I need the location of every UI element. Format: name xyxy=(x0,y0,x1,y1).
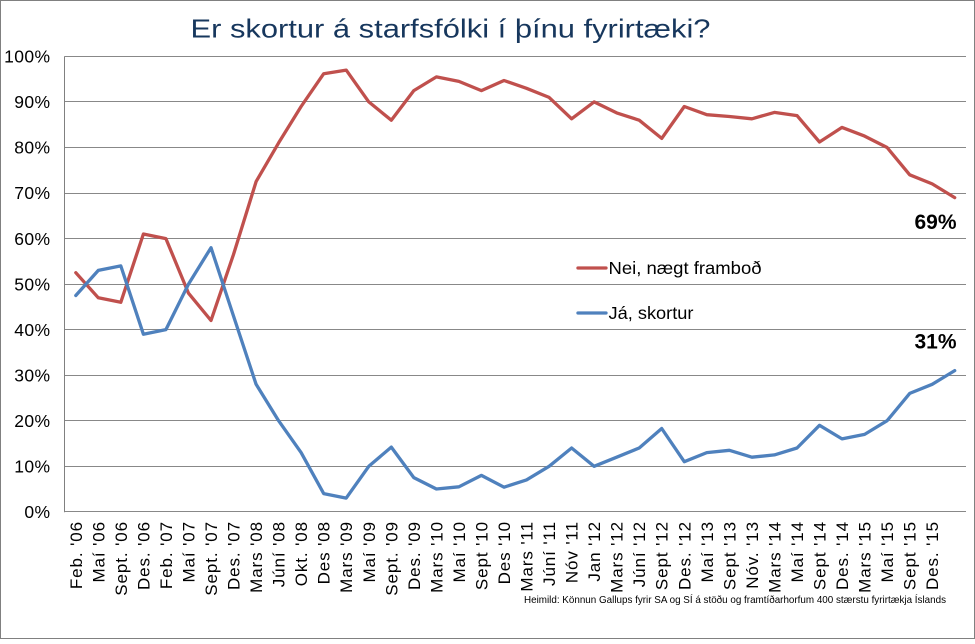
svg-text:Mars '14: Mars '14 xyxy=(765,521,784,593)
svg-text:Sept '14: Sept '14 xyxy=(811,521,830,590)
svg-text:Nóv. '13: Nóv. '13 xyxy=(743,521,762,589)
svg-text:Mars '08: Mars '08 xyxy=(247,521,266,593)
svg-text:Maí '10: Maí '10 xyxy=(450,521,469,583)
svg-text:Mars '09: Mars '09 xyxy=(337,521,356,593)
svg-text:Heimild: Könnun Gallups fyrir: Heimild: Könnun Gallups fyrir SA og SÍ á… xyxy=(524,593,946,606)
svg-text:Mars '12: Mars '12 xyxy=(608,521,627,593)
svg-text:Maí '09: Maí '09 xyxy=(360,521,379,583)
svg-text:Sept. '09: Sept. '09 xyxy=(382,521,401,596)
svg-text:Des. '06: Des. '06 xyxy=(134,521,153,590)
svg-text:40%: 40% xyxy=(14,320,50,340)
svg-text:Des. '09: Des. '09 xyxy=(405,521,424,590)
svg-text:Júní '11: Júní '11 xyxy=(540,521,559,586)
svg-text:Des. '15: Des. '15 xyxy=(923,521,942,590)
svg-text:Maí '13: Maí '13 xyxy=(698,521,717,583)
svg-text:Maí '06: Maí '06 xyxy=(89,521,108,583)
svg-text:Des '08: Des '08 xyxy=(315,521,334,584)
svg-text:10%: 10% xyxy=(14,457,50,477)
svg-text:70%: 70% xyxy=(14,183,50,203)
svg-text:Jan '12: Jan '12 xyxy=(585,521,604,582)
svg-text:80%: 80% xyxy=(14,138,50,158)
svg-text:50%: 50% xyxy=(14,274,50,294)
svg-text:0%: 0% xyxy=(24,502,50,522)
svg-text:Sept '13: Sept '13 xyxy=(720,521,739,590)
svg-text:Okt. '08: Okt. '08 xyxy=(292,521,311,586)
svg-text:Mars '11: Mars '11 xyxy=(518,521,537,592)
svg-text:Sept '15: Sept '15 xyxy=(901,521,920,590)
svg-text:Maí '07: Maí '07 xyxy=(180,521,199,583)
svg-text:Sept '10: Sept '10 xyxy=(472,521,491,590)
svg-text:Des. '07: Des. '07 xyxy=(225,521,244,590)
svg-text:Maí '15: Maí '15 xyxy=(878,521,897,583)
svg-text:Des. '12: Des. '12 xyxy=(675,521,694,590)
svg-text:20%: 20% xyxy=(14,411,50,431)
svg-text:30%: 30% xyxy=(14,365,50,385)
svg-text:Mars '10: Mars '10 xyxy=(427,521,446,593)
svg-text:Sept '12: Sept '12 xyxy=(653,521,672,590)
svg-text:Nóv '11: Nóv '11 xyxy=(563,521,582,583)
svg-text:Des '10: Des '10 xyxy=(495,521,514,584)
svg-text:31%: 31% xyxy=(914,330,956,353)
svg-text:Feb. '07: Feb. '07 xyxy=(157,521,176,589)
svg-text:Sept. '07: Sept. '07 xyxy=(202,521,221,596)
svg-text:Já, skortur: Já, skortur xyxy=(609,303,694,323)
svg-text:100%: 100% xyxy=(4,47,50,67)
svg-text:Júní '08: Júní '08 xyxy=(270,521,289,587)
svg-text:Des. '14: Des. '14 xyxy=(833,521,852,590)
svg-text:Mars '15: Mars '15 xyxy=(856,521,875,593)
svg-text:Júní '12: Júní '12 xyxy=(630,521,649,587)
svg-text:Nei, nægt framboð: Nei, nægt framboð xyxy=(609,258,762,278)
svg-text:Er skortur á starfsfólki í þín: Er skortur á starfsfólki í þínu fyrirtæk… xyxy=(191,14,711,44)
svg-text:Feb. '06: Feb. '06 xyxy=(67,521,86,589)
svg-text:90%: 90% xyxy=(14,92,50,112)
svg-text:Maí '14: Maí '14 xyxy=(788,521,807,583)
svg-text:60%: 60% xyxy=(14,229,50,249)
svg-text:Sept. '06: Sept. '06 xyxy=(112,521,131,596)
svg-text:69%: 69% xyxy=(914,211,956,234)
